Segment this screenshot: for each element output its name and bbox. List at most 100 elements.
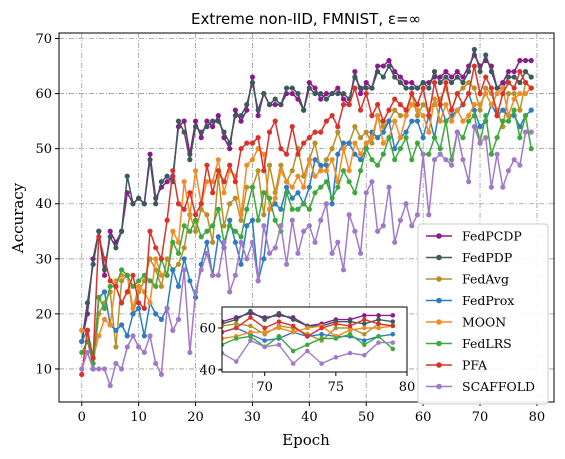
inset-line-pfa — [222, 316, 393, 338]
data-point-fedpdp — [505, 74, 512, 80]
data-point-fedavg — [244, 184, 250, 190]
inset-point-pfa — [347, 323, 353, 329]
data-point-scaffold — [261, 223, 267, 229]
data-point-fedpdp — [130, 201, 136, 207]
data-point-scaffold — [90, 366, 96, 372]
x-tick-label: 50 — [358, 410, 375, 425]
data-point-fedavg — [511, 90, 517, 97]
data-point-scaffold — [340, 267, 347, 273]
data-point-fedprox — [238, 261, 244, 267]
data-point-pfa — [261, 168, 267, 174]
data-point-pfa — [340, 101, 347, 108]
legend-label: MOON — [462, 315, 506, 330]
data-point-moon — [517, 90, 523, 97]
inset-point-pfa — [362, 317, 367, 322]
data-point-scaffold — [483, 135, 489, 141]
data-point-moon — [306, 157, 312, 163]
data-point-fedlrs — [500, 118, 506, 124]
data-point-fedlrs — [375, 162, 381, 168]
data-point-pfa — [113, 283, 119, 289]
data-point-fedprox — [278, 206, 284, 212]
data-point-scaffold — [272, 245, 278, 251]
data-point-fedpdp — [255, 107, 261, 113]
inset-point-pfa — [390, 323, 396, 329]
data-point-fedpdp — [204, 124, 210, 130]
data-point-fedpcdp — [443, 68, 449, 75]
data-point-fedpcdp — [249, 74, 256, 80]
inset-point-moon — [290, 329, 296, 335]
data-point-fedprox — [295, 190, 301, 196]
data-point-pfa — [164, 217, 170, 223]
data-point-fedpdp — [466, 68, 472, 75]
data-point-pfa — [136, 300, 142, 306]
data-point-moon — [329, 157, 335, 163]
inset-series — [222, 308, 396, 366]
inset-point-scaffold — [262, 344, 267, 350]
inset-point-fedlrs — [390, 346, 396, 352]
data-point-fedlrs — [357, 168, 364, 174]
data-point-fedprox — [528, 107, 534, 113]
legend: FedPCDP FedPDP FedAvg FedProx MOON FedLRS PFA S… — [417, 223, 549, 405]
data-point-fedlrs — [431, 135, 438, 141]
legend-swatch-marker — [436, 254, 442, 261]
series-fedpdp — [79, 46, 534, 345]
data-point-fedpcdp — [500, 79, 506, 86]
data-point-scaffold — [352, 228, 358, 234]
data-point-fedpdp — [107, 234, 113, 240]
data-point-fedlrs — [386, 135, 392, 141]
data-point-fedlrs — [335, 184, 341, 190]
data-point-fedpcdp — [363, 79, 369, 86]
data-point-fedavg — [266, 162, 273, 168]
data-point-fedlrs — [528, 146, 534, 152]
inset-point-moon — [248, 329, 253, 335]
data-point-fedpdp — [517, 79, 523, 86]
data-point-moon — [107, 322, 113, 328]
data-point-fedlrs — [340, 168, 347, 174]
data-point-pfa — [175, 201, 182, 207]
inset-point-scaffold — [305, 348, 310, 354]
data-point-fedlrs — [79, 349, 85, 356]
data-point-fedavg — [210, 239, 216, 245]
y-tick-label: 50 — [35, 142, 52, 157]
data-point-scaffold — [255, 278, 261, 284]
data-point-pfa — [369, 113, 375, 119]
data-point-fedpdp — [409, 85, 415, 91]
data-point-scaffold — [346, 212, 352, 218]
data-point-moon — [505, 113, 512, 119]
data-point-fedprox — [272, 201, 278, 207]
legend-item-moon: MOON — [426, 315, 506, 330]
data-point-pfa — [460, 101, 466, 108]
data-point-fedpdp — [124, 173, 130, 179]
data-point-pfa — [306, 135, 312, 141]
data-point-scaffold — [528, 129, 534, 135]
data-point-scaffold — [488, 184, 495, 190]
data-point-pfa — [255, 135, 261, 141]
data-point-fedpdp — [511, 74, 517, 80]
inset-point-pfa — [262, 325, 267, 331]
data-point-fedprox — [130, 311, 136, 317]
data-point-fedlrs — [170, 239, 176, 245]
data-point-moon — [278, 168, 284, 174]
data-point-moon — [522, 90, 529, 97]
data-point-moon — [153, 256, 159, 262]
inset-point-fedpdp — [276, 310, 282, 316]
data-point-fedpcdp — [204, 118, 210, 124]
inset-line-fedlrs — [222, 333, 394, 352]
data-point-fedpdp — [323, 96, 330, 102]
data-point-pfa — [352, 85, 358, 91]
data-point-scaffold — [101, 366, 108, 372]
x-tick-label: 30 — [244, 410, 261, 425]
inset-point-scaffold — [276, 342, 282, 348]
inset-point-fedpcdp — [376, 313, 381, 318]
data-point-fedprox — [340, 140, 347, 146]
data-point-moon — [249, 157, 256, 163]
plot-frame — [58, 32, 555, 403]
data-point-fedlrs — [329, 195, 335, 201]
data-point-scaffold — [153, 360, 159, 367]
inset-point-scaffold — [390, 340, 396, 345]
data-point-fedlrs — [471, 113, 477, 119]
inset-point-scaffold — [222, 350, 225, 356]
data-point-pfa — [107, 278, 113, 284]
data-point-moon — [170, 228, 176, 234]
data-point-fedpcdp — [437, 74, 443, 80]
